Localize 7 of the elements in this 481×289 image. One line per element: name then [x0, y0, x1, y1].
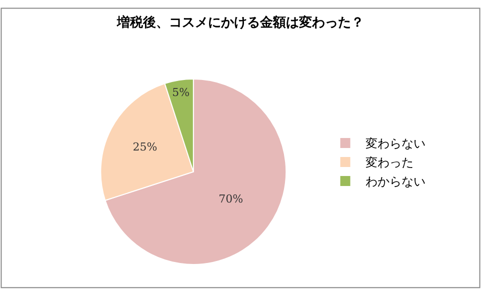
data-label: 5% [172, 86, 190, 100]
data-label: 25% [132, 140, 158, 154]
legend-label: 変わった [365, 156, 414, 170]
legend-label: 変わらない [365, 136, 426, 151]
legend-label: わからない [365, 174, 426, 189]
data-label: 70% [218, 192, 244, 206]
chart-title: 増税後、コスメにかける金額は変わった？ [116, 14, 364, 30]
